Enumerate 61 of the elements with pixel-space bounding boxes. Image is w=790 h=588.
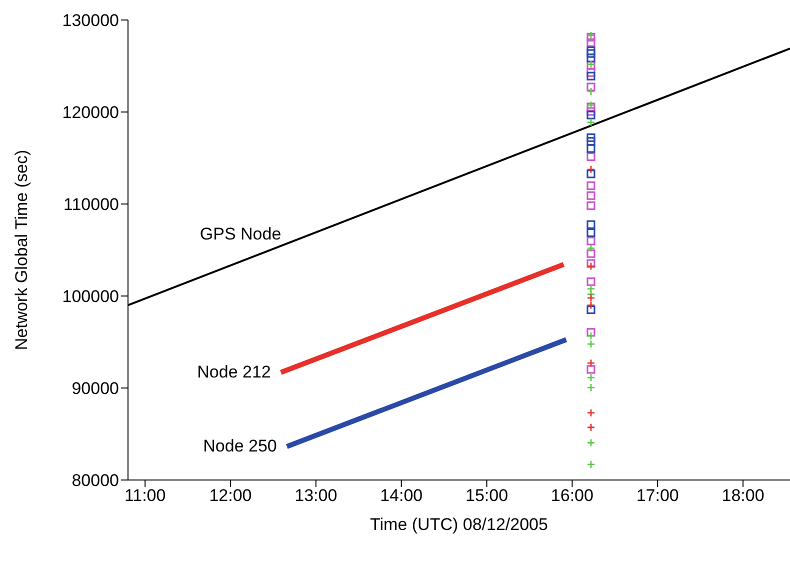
y-tick-label: 90000 xyxy=(72,379,119,398)
point xyxy=(586,301,596,310)
point xyxy=(586,340,596,348)
point xyxy=(586,107,596,116)
point xyxy=(586,152,596,162)
x-tick-label: 18:00 xyxy=(722,486,764,506)
point xyxy=(586,284,596,294)
series-label: Node 212 xyxy=(197,362,271,382)
point xyxy=(586,133,596,142)
series-label: Node 250 xyxy=(203,436,277,456)
point xyxy=(586,228,596,238)
point xyxy=(586,328,596,337)
point xyxy=(586,181,596,190)
point xyxy=(586,144,596,153)
point xyxy=(586,201,596,210)
point xyxy=(586,54,596,62)
point xyxy=(586,249,596,258)
point xyxy=(586,118,596,127)
point xyxy=(586,294,596,302)
point xyxy=(586,408,596,418)
point xyxy=(586,110,596,120)
x-tick-label: 12:00 xyxy=(209,486,252,506)
point xyxy=(586,72,596,80)
point xyxy=(586,137,596,146)
point xyxy=(586,49,596,58)
point xyxy=(586,87,596,96)
point xyxy=(586,82,596,92)
point xyxy=(586,332,596,340)
point xyxy=(586,68,596,77)
x-tick-label: 13:00 xyxy=(294,486,338,506)
y-tick-label: 110000 xyxy=(64,195,119,214)
y-axis-title: Network Global Time (sec) xyxy=(12,150,32,350)
point xyxy=(586,373,596,382)
x-tick-label: 17:00 xyxy=(636,486,679,506)
point xyxy=(586,305,596,314)
point xyxy=(586,460,596,469)
point xyxy=(586,423,596,432)
y-tick-label: 100000 xyxy=(62,287,119,306)
point xyxy=(586,259,596,268)
x-tick-label: 14:00 xyxy=(380,486,423,506)
x-tick-label: 15:00 xyxy=(465,486,508,506)
point xyxy=(586,220,596,229)
point xyxy=(586,365,596,374)
point xyxy=(586,262,596,270)
point xyxy=(586,383,596,392)
point xyxy=(586,191,596,200)
y-tick-label: 130000 xyxy=(62,11,119,30)
y-tick-label: 120000 xyxy=(62,103,119,122)
point xyxy=(586,277,596,286)
point xyxy=(586,165,596,174)
y-tick-label: 80000 xyxy=(72,471,119,490)
point xyxy=(586,244,596,252)
point xyxy=(586,438,596,447)
series-label: GPS Node xyxy=(200,224,282,244)
x-tick-label: 16:00 xyxy=(550,486,594,506)
point xyxy=(586,236,596,246)
x-tick-label: 11:00 xyxy=(124,486,166,506)
point xyxy=(586,38,596,47)
point xyxy=(586,358,596,368)
point xyxy=(586,170,596,178)
x-axis-title: Time (UTC) 08/12/2005 xyxy=(370,515,548,534)
